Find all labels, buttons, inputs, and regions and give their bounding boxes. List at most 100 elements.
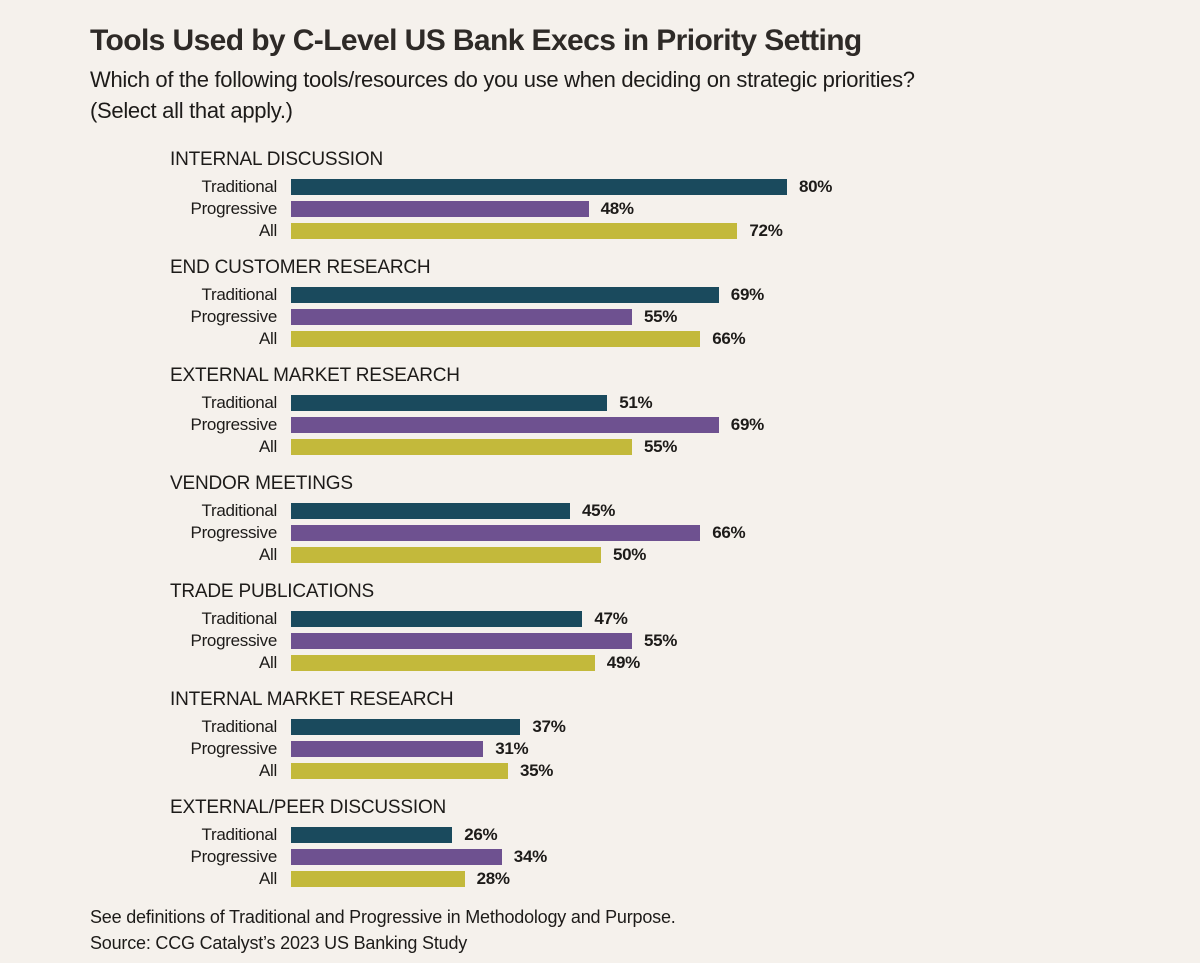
category-label: INTERNAL MARKET RESEARCH <box>170 689 454 710</box>
series-label: Traditional <box>201 501 278 520</box>
series-label: All <box>259 329 277 348</box>
bar-row: Progressive 48% <box>170 198 1200 220</box>
bar-progressive <box>291 201 589 217</box>
bar-value-label: 51% <box>619 393 653 412</box>
series-label: All <box>259 653 277 672</box>
bar-value-label: 35% <box>520 761 554 780</box>
series-label: Traditional <box>201 717 278 736</box>
category-label: TRADE PUBLICATIONS <box>170 581 375 602</box>
bar-value-label: 66% <box>712 329 746 348</box>
series-label: Traditional <box>201 825 278 844</box>
bar-value-label: 55% <box>644 631 678 650</box>
bar-row: Traditional 51% <box>170 392 1200 414</box>
category-label: EXTERNAL/PEER DISCUSSION <box>170 797 447 818</box>
series-label: All <box>259 437 277 456</box>
series-label: Progressive <box>190 199 278 218</box>
bar-all <box>291 763 508 779</box>
bar-progressive <box>291 525 701 541</box>
bar-value-label: 31% <box>495 739 529 758</box>
series-label: All <box>259 761 277 780</box>
bar-row: Traditional 47% <box>170 608 1200 630</box>
series-label: Traditional <box>201 609 278 628</box>
footnote: See definitions of Traditional and Progr… <box>90 907 676 927</box>
bar-progressive <box>291 417 719 433</box>
bar-value-label: 34% <box>513 847 547 866</box>
bar-row: All 49% <box>170 652 1200 674</box>
category-group: INTERNAL MARKET RESEARCH Traditional 37% Pr… <box>170 688 1200 782</box>
bar-value-label: 48% <box>600 199 634 218</box>
bar-value-label: 49% <box>606 653 640 672</box>
bar-value-label: 69% <box>730 285 764 304</box>
bar-traditional <box>291 287 719 303</box>
bar-row: All 28% <box>170 868 1200 890</box>
bar-value-label: 28% <box>476 869 510 888</box>
bar-traditional <box>291 827 453 843</box>
bar-row: All 50% <box>170 544 1200 566</box>
bar-value-label: 26% <box>464 825 498 844</box>
bar-row: Progressive 69% <box>170 414 1200 436</box>
bar-row: Traditional 80% <box>170 176 1200 198</box>
category-group: TRADE PUBLICATIONS Traditional 47% Progress… <box>170 580 1200 674</box>
bar-row: Traditional 26% <box>170 824 1200 846</box>
category-label: END CUSTOMER RESEARCH <box>170 257 431 278</box>
bar-traditional <box>291 179 787 195</box>
bar-row: All 66% <box>170 328 1200 350</box>
category-group: EXTERNAL/PEER DISCUSSION Traditional 26% Pr… <box>170 796 1200 890</box>
series-label: Traditional <box>201 285 278 304</box>
bar-value-label: 72% <box>749 221 783 240</box>
bar-traditional <box>291 611 583 627</box>
bar-progressive <box>291 741 484 757</box>
bar-all <box>291 331 701 347</box>
chart-title: Tools Used by C-Level US Bank Execs in P… <box>90 24 862 57</box>
bar-row: Traditional 37% <box>170 716 1200 738</box>
bar-row: All 72% <box>170 220 1200 242</box>
bar-value-label: 50% <box>613 545 647 564</box>
bar-row: Traditional 45% <box>170 500 1200 522</box>
category-label: VENDOR MEETINGS <box>170 473 353 494</box>
bar-all <box>291 655 595 671</box>
bar-value-label: 45% <box>582 501 616 520</box>
bar-value-label: 47% <box>594 609 628 628</box>
bar-progressive <box>291 849 502 865</box>
category-group: END CUSTOMER RESEARCH Traditional 69% Progr… <box>170 256 1200 350</box>
series-label: Progressive <box>190 415 278 434</box>
series-label: Traditional <box>201 393 278 412</box>
series-label: Progressive <box>190 307 278 326</box>
bar-row: All 35% <box>170 760 1200 782</box>
bar-value-label: 69% <box>730 415 764 434</box>
bar-value-label: 55% <box>644 307 678 326</box>
bar-all <box>291 223 738 239</box>
series-label: Progressive <box>190 631 278 650</box>
bar-all <box>291 547 601 563</box>
bar-row: Progressive 55% <box>170 306 1200 328</box>
bar-row: Progressive 34% <box>170 846 1200 868</box>
series-label: All <box>259 545 277 564</box>
category-group: VENDOR MEETINGS Traditional 45% Progressive… <box>170 472 1200 566</box>
bar-traditional <box>291 503 570 519</box>
bar-progressive <box>291 633 632 649</box>
category-label: EXTERNAL MARKET RESEARCH <box>170 365 460 386</box>
bar-groups: INTERNAL DISCUSSION Traditional 80% Progres… <box>170 148 1200 890</box>
bar-row: Progressive 31% <box>170 738 1200 760</box>
bar-row: Progressive 55% <box>170 630 1200 652</box>
category-group: INTERNAL DISCUSSION Traditional 80% Progres… <box>170 148 1200 242</box>
bar-value-label: 37% <box>532 717 566 736</box>
series-label: Progressive <box>190 739 278 758</box>
bar-value-label: 66% <box>712 523 746 542</box>
series-label: Progressive <box>190 847 278 866</box>
series-label: Traditional <box>201 177 278 196</box>
bar-row: All 55% <box>170 436 1200 458</box>
bar-value-label: 55% <box>644 437 678 456</box>
bar-all <box>291 871 465 887</box>
category-label: INTERNAL DISCUSSION <box>170 149 383 170</box>
series-label: All <box>259 221 277 240</box>
bar-all <box>291 439 632 455</box>
series-label: All <box>259 869 277 888</box>
category-group: EXTERNAL MARKET RESEARCH Traditional 51% Pr… <box>170 364 1200 458</box>
bar-row: Progressive 66% <box>170 522 1200 544</box>
series-label: Progressive <box>190 523 278 542</box>
bar-row: Traditional 69% <box>170 284 1200 306</box>
bar-traditional <box>291 395 608 411</box>
bar-progressive <box>291 309 632 325</box>
